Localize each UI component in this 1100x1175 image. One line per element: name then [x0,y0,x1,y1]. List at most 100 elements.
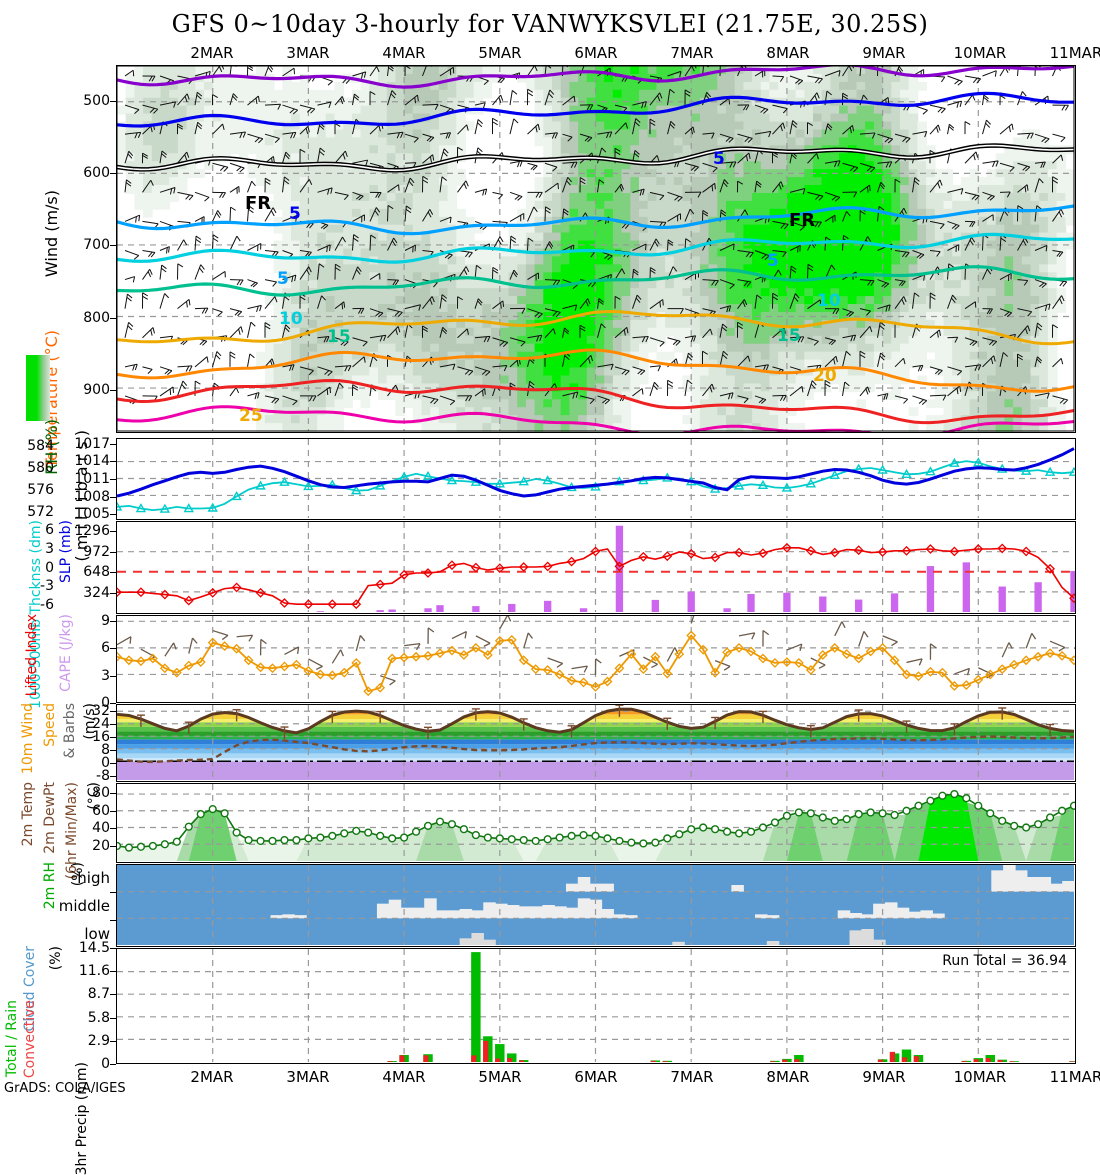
page-title: GFS 0~10day 3-hourly for VANWYKSVLEI (21… [0,10,1100,38]
axis-label-2m-dewpt: 2m DewPt [42,782,58,854]
date-tick-8mar: 8MAR [766,44,809,62]
y-tick-mark [110,245,116,246]
date-tick-6mar: 6MAR [574,44,617,62]
y-tick-mark [110,461,116,462]
date-tick-7mar: 7MAR [670,1068,713,1086]
y-tick: 584 [27,438,60,454]
date-tick-10mar: 10MAR [954,44,1007,62]
temp-dewpoint-plot [117,705,1074,780]
y-tick-mark [110,514,116,515]
panel-lifted-index-cape[interactable] [116,521,1076,614]
y-tick: 0 [45,560,60,576]
y-tick: 3 [45,541,60,557]
date-tick-10mar: 10MAR [954,1068,1007,1086]
axis-label-cloud-units: (%) [48,946,64,970]
y-tick-mark [110,828,116,829]
panel-10m-wind[interactable] [116,615,1076,703]
date-tick-3mar: 3MAR [286,1068,329,1086]
y-tick-mark [110,552,116,553]
date-tick-8mar: 8MAR [766,1068,809,1086]
y-tick-mark [110,737,116,738]
y-tick-mark [110,892,116,893]
axis-label-10m-wind: 10m Wind [20,703,36,774]
panel-slp-thickness[interactable] [116,438,1076,520]
run-total-label: Run Total = 36.94 [942,953,1067,969]
date-tick-9mar: 9MAR [862,44,905,62]
panel-precipitation[interactable]: Run Total = 36.94 [116,948,1076,1064]
y-tick-mark [110,948,116,949]
date-tick-11mar: 11MAR [1050,44,1100,62]
axis-label-3hr-precip: 3hr Precip (mm) [74,1062,90,1175]
y-tick-mark [110,318,116,319]
panel-upper-air[interactable]: FRFR555510101515202525 [116,65,1076,433]
y-tick-mark [110,724,116,725]
axis-label-cape: CAPE (J/kg) [58,614,74,692]
panel-cloud-cover[interactable] [116,864,1076,947]
axis-label-wind-speed: Speed [42,703,58,747]
grads-credit: GrADS: COLA/IGES [4,1081,126,1096]
y-tick-mark [110,531,116,532]
y-tick-mark [110,479,116,480]
y-tick-mark [110,497,116,498]
precip-plot [117,949,1074,1062]
date-tick-5mar: 5MAR [478,44,521,62]
legend-precip-convective: Convective [22,1000,38,1078]
y-tick: -6 [40,597,60,613]
date-tick-3mar: 3MAR [286,44,329,62]
y-tick-mark [110,846,116,847]
y-tick-mark [110,101,116,102]
y-tick-mark [110,444,116,445]
date-tick-5mar: 5MAR [478,1068,521,1086]
panel-2m-rh[interactable] [116,783,1076,863]
y-tick-mark [110,750,116,751]
y-tick-mark [110,920,116,921]
cloud-cover-plot [117,865,1074,945]
y-tick: 580 [27,460,60,476]
rh-2m-plot [117,784,1074,861]
y-tick-mark [110,763,116,764]
y-tick-mark [110,676,116,677]
y-tick: 572 [27,504,60,520]
y-tick: 576 [27,482,60,498]
y-tick-mark [110,173,116,174]
y-tick-mark [110,621,116,622]
meteogram-root: GFS 0~10day 3-hourly for VANWYKSVLEI (21… [0,0,1100,1100]
date-tick-6mar: 6MAR [574,1068,617,1086]
y-tick-mark [110,1041,116,1042]
y-tick-mark [110,971,116,972]
y-tick-mark [110,994,116,995]
y-tick-mark [110,793,116,794]
date-tick-9mar: 9MAR [862,1068,905,1086]
date-tick-2mar: 2MAR [190,1068,233,1086]
date-tick-4mar: 4MAR [382,1068,425,1086]
y-tick-mark [110,390,116,391]
lifted-index-cape-plot [117,522,1074,612]
y-tick-mark [110,1064,116,1065]
axis-label-lifted-index: Lifted Index [24,614,40,696]
axis-label-slp: SLP (mb) [58,520,74,583]
y-tick: -3 [40,578,60,594]
date-tick-4mar: 4MAR [382,44,425,62]
slp-thickness-plot [117,439,1074,518]
legend-precip-total: Total / Rain [4,1000,20,1077]
y-tick: 6 [45,522,60,538]
cloud-row-high: high [77,869,116,887]
date-tick-7mar: 7MAR [670,44,713,62]
date-tick-11mar: 11MAR [1050,1068,1100,1086]
y-tick-mark [110,1018,116,1019]
y-tick-mark [110,572,116,573]
upper-air-plot: FRFR555510101515202525 [117,66,1074,431]
wind-10m-plot [117,616,1074,701]
legend-wind: Wind (m/s) [42,190,61,277]
axis-label-wind-barbs: & Barbs [62,703,78,759]
y-tick-mark [110,776,116,777]
y-tick-mark [110,593,116,594]
panel-2m-temp-dewpoint[interactable] [116,704,1076,782]
legend-rh-swatch: RH (%) [26,355,50,421]
y-tick-mark [110,811,116,812]
cloud-row-middle: middle [59,897,116,915]
axis-label-2m-rh: 2m RH [42,862,58,909]
y-tick-mark [110,711,116,712]
